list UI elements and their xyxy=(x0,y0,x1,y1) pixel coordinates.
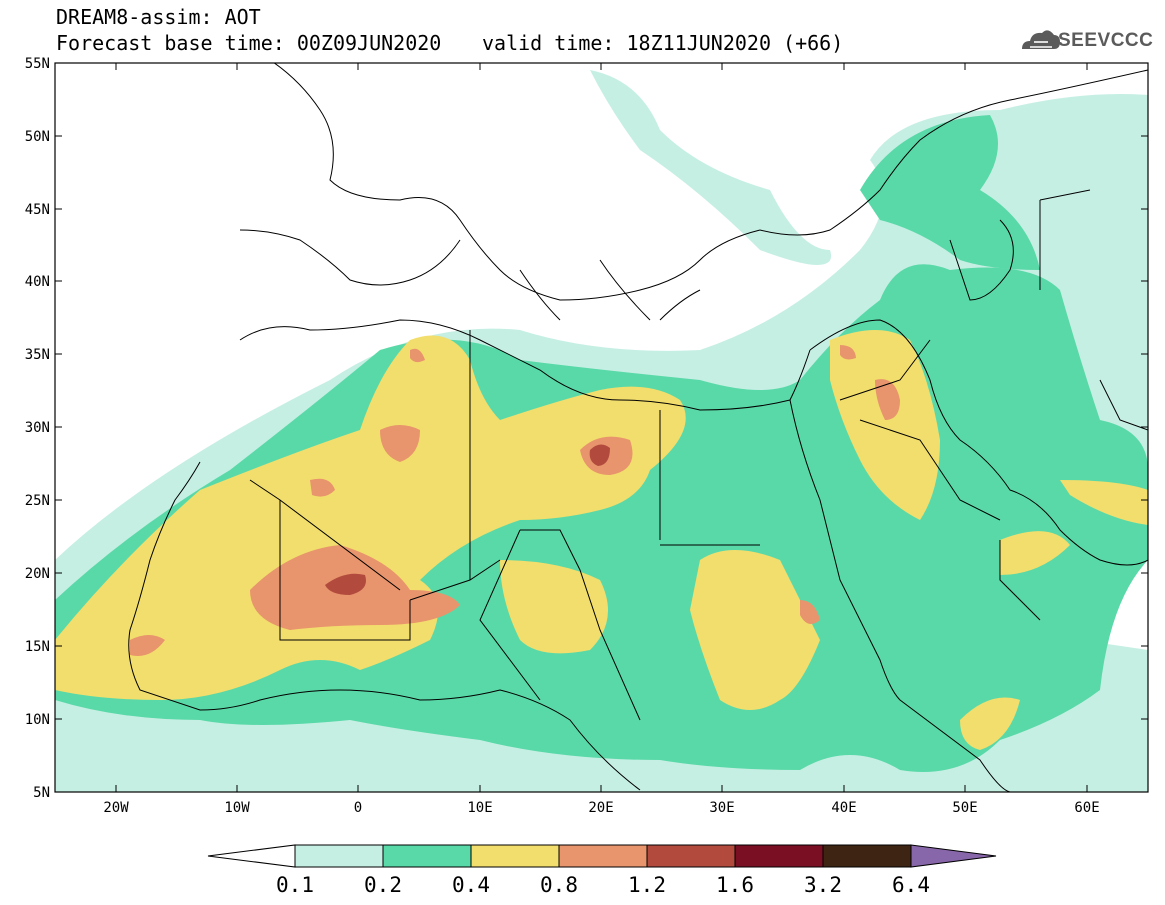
lat-label-10n: 10N xyxy=(25,712,50,728)
colorbar-bin-3 xyxy=(558,844,648,868)
lat-label-30n: 30N xyxy=(25,420,50,436)
colorbar-label-0: 0.1 xyxy=(276,873,314,897)
lon-label-0: 0 xyxy=(354,800,362,816)
colorbar-label-1: 0.2 xyxy=(364,873,402,897)
lat-label-5n: 5N xyxy=(33,785,50,801)
colorbar-bin-2 xyxy=(470,844,560,868)
lat-label-45n: 45N xyxy=(25,202,50,218)
colorbar-over-arrow xyxy=(910,844,997,868)
lat-label-20n: 20N xyxy=(25,566,50,582)
lon-label-10w: 10W xyxy=(224,800,250,816)
lat-label-55n: 55N xyxy=(25,56,50,72)
colorbar-under-arrow xyxy=(207,844,296,868)
colorbar-label-3: 0.8 xyxy=(540,873,578,897)
lon-label-40e: 40E xyxy=(831,800,856,816)
colorbar-label-7: 6.4 xyxy=(892,873,930,897)
lon-label-60e: 60E xyxy=(1074,800,1099,816)
lat-axis: 5N 10N 15N 20N 25N 30N 35N 40N 45N 50N 5… xyxy=(25,56,1148,801)
colorbar-label-6: 3.2 xyxy=(804,873,842,897)
valid-time: valid time: 18Z11JUN2020 (+66) xyxy=(482,31,844,55)
lon-label-10e: 10E xyxy=(467,800,492,816)
colorbar-bin-5 xyxy=(734,844,824,868)
colorbar-bin-6 xyxy=(822,844,912,868)
colorbar-label-2: 0.4 xyxy=(452,873,490,897)
aot-band-0-8 xyxy=(130,345,900,656)
lon-axis: 20W 10W 0 10E 20E 30E 40E 50E 60E xyxy=(103,63,1100,816)
colorbar-bin-0 xyxy=(294,844,384,868)
aot-contours xyxy=(55,70,1148,792)
cloud-icon xyxy=(1022,30,1060,49)
coastlines xyxy=(128,63,1148,792)
lat-label-40n: 40N xyxy=(25,274,50,290)
lon-label-20e: 20E xyxy=(588,800,613,816)
colorbar-bin-4 xyxy=(646,844,736,868)
map-title: DREAM8-assim: AOT xyxy=(56,5,261,29)
colorbar-label-5: 1.6 xyxy=(716,873,754,897)
seevccc-logo: SEEVCCC xyxy=(1058,30,1154,51)
colorbar-bin-1 xyxy=(382,844,472,868)
lon-label-50e: 50E xyxy=(952,800,977,816)
aot-band-0-2-north xyxy=(860,115,1040,270)
aot-band-0-4 xyxy=(55,335,686,700)
aot-band-0-4-arabia xyxy=(830,330,940,520)
lat-label-35n: 35N xyxy=(25,347,50,363)
aot-band-1-2 xyxy=(325,444,610,595)
lon-label-20w: 20W xyxy=(103,800,129,816)
colorbar-label-4: 1.2 xyxy=(628,873,666,897)
lat-label-50n: 50N xyxy=(25,129,50,145)
colorbar: 0.1 0.2 0.4 0.8 1.2 1.6 3.2 6.4 xyxy=(207,844,997,897)
lon-label-30e: 30E xyxy=(709,800,734,816)
lat-label-25n: 25N xyxy=(25,493,50,509)
aot-band-0-4-east xyxy=(690,550,820,710)
forecast-base-time: Forecast base time: 00Z09JUN2020 xyxy=(56,31,442,55)
lat-label-15n: 15N xyxy=(25,639,50,655)
